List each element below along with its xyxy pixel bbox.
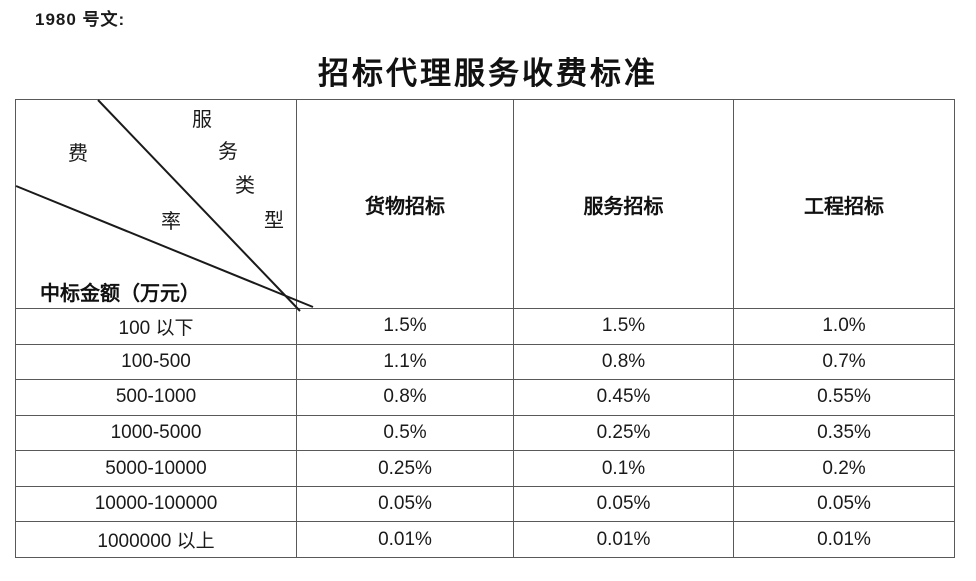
amount-range-cell: 100-500: [16, 344, 297, 381]
corner-label-service-type-char: 务: [218, 141, 238, 163]
rate-cell: 0.7%: [734, 344, 955, 381]
corner-label-service-type-char: 类: [235, 175, 255, 197]
rate-cell: 0.45%: [514, 380, 734, 416]
rate-cell: 1.0%: [734, 309, 955, 345]
amount-range-cell: 1000000 以上: [16, 522, 297, 558]
rate-cell: 0.2%: [734, 451, 955, 487]
rate-cell: 0.05%: [514, 486, 734, 523]
corner-label-service-type-char: 服: [192, 109, 212, 131]
rate-cell: 0.01%: [514, 522, 734, 558]
amount-range-cell: 100 以下: [16, 309, 297, 345]
amount-range-cell: 500-1000: [16, 380, 297, 416]
rate-cell: 0.8%: [297, 380, 514, 416]
fee-table: 服 务 类 型 费 率 中标金额（万元） 货物招标 服务招标 工程招标 100 …: [15, 99, 955, 558]
col-header-engineering: 工程招标: [734, 100, 955, 309]
rate-cell: 0.25%: [514, 415, 734, 452]
col-header-goods: 货物招标: [297, 100, 514, 309]
rate-cell: 0.35%: [734, 415, 955, 452]
rate-cell: 0.05%: [297, 486, 514, 523]
diagonal-lines: [15, 99, 314, 312]
rate-cell: 0.1%: [514, 451, 734, 487]
corner-header-cell: 服 务 类 型 费 率 中标金额（万元）: [15, 99, 314, 312]
rate-cell: 0.55%: [734, 380, 955, 416]
page-title: 招标代理服务收费标准: [318, 56, 658, 91]
amount-range-cell: 5000-10000: [16, 451, 297, 487]
rate-cell: 1.5%: [514, 309, 734, 345]
corner-label-amount: 中标金额（万元）: [40, 283, 200, 305]
corner-label-service-type-char: 型: [264, 210, 284, 232]
rate-cell: 0.01%: [734, 522, 955, 558]
rate-cell: 1.5%: [297, 309, 514, 345]
rate-cell: 0.8%: [514, 344, 734, 381]
rate-cell: 0.05%: [734, 486, 955, 523]
col-header-service: 服务招标: [514, 100, 734, 309]
doc-number: 1980 号文:: [35, 10, 126, 29]
amount-range-cell: 10000-100000: [16, 486, 297, 523]
rate-cell: 0.5%: [297, 415, 514, 452]
corner-label-fee-rate-char: 费: [68, 143, 88, 165]
rate-cell: 0.01%: [297, 522, 514, 558]
rate-cell: 1.1%: [297, 344, 514, 381]
corner-label-fee-rate-char: 率: [161, 211, 181, 233]
amount-range-cell: 1000-5000: [16, 415, 297, 452]
rate-cell: 0.25%: [297, 451, 514, 487]
